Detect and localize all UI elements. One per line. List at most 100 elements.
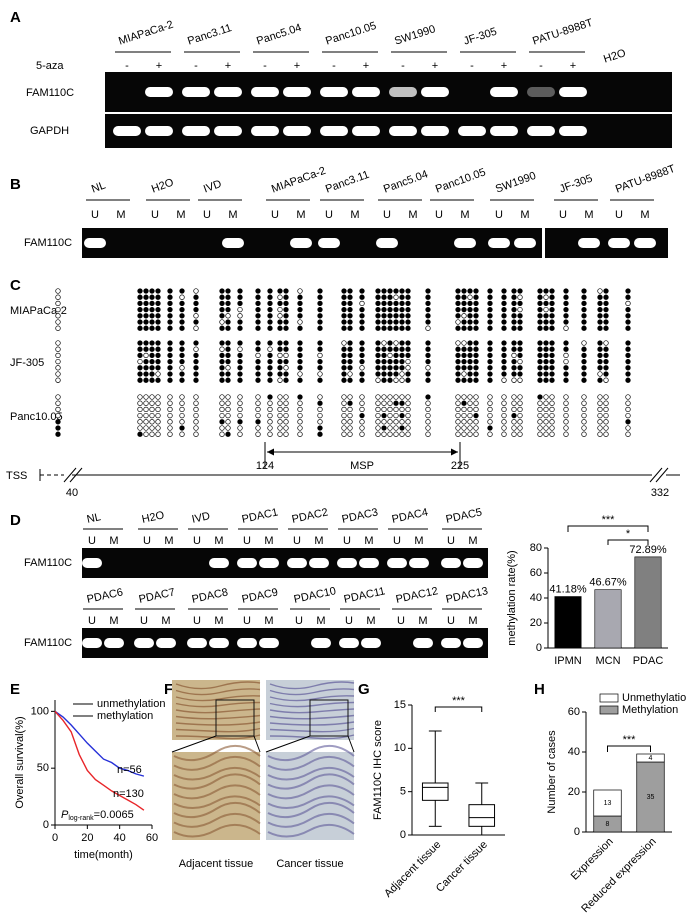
- treatment-mark: +: [570, 60, 576, 72]
- cpg-site: [581, 358, 587, 365]
- cpg-site: [167, 371, 173, 377]
- cpg-site: [317, 394, 323, 400]
- cpg-site: [563, 377, 569, 383]
- cpg-site: [487, 340, 493, 346]
- cpg-site: [347, 352, 353, 359]
- cpg-site: [473, 358, 479, 365]
- y-tick-label: 80: [530, 542, 542, 554]
- cpg-site: [317, 340, 323, 346]
- lane-label: M: [214, 615, 223, 627]
- bar: [554, 596, 582, 649]
- cpg-site: [237, 346, 243, 352]
- cpg-site: [597, 325, 603, 331]
- sample-label: NL: [86, 511, 102, 526]
- cpg-site: [455, 346, 461, 352]
- cpg-site: [563, 300, 569, 307]
- cpg-site: [473, 412, 479, 419]
- cpg-site: [347, 425, 353, 431]
- cpg-site: [467, 352, 473, 359]
- cpg-site: [149, 377, 155, 383]
- lane-label: U: [435, 209, 443, 221]
- cpg-site: [467, 325, 473, 331]
- lane-label: U: [203, 209, 211, 221]
- cpg-site: [549, 412, 555, 419]
- cpg-site: [603, 425, 609, 431]
- significance: *: [626, 528, 631, 540]
- cpg-site: [387, 346, 393, 352]
- cpg-site: [461, 294, 467, 300]
- cpg-site: [155, 325, 161, 331]
- gel-band: [82, 558, 102, 568]
- cpg-site: [283, 352, 289, 359]
- cpg-site: [581, 325, 587, 331]
- cpg-site: [467, 319, 473, 325]
- cpg-site: [317, 319, 323, 325]
- panel-label: D: [10, 512, 21, 529]
- cpg-site: [455, 406, 461, 413]
- cpg-site: [193, 325, 199, 331]
- cpg-site: [467, 377, 473, 383]
- cpg-site: [511, 306, 517, 313]
- gel-band: [209, 558, 229, 568]
- cpg-site: [597, 319, 603, 325]
- lane-label: M: [350, 209, 359, 221]
- cpg-site: [167, 394, 173, 400]
- cpg-site: [375, 431, 381, 437]
- cpg-site: [425, 325, 431, 331]
- cpg-site: [543, 306, 549, 313]
- cpg-site: [549, 400, 555, 406]
- cpg-site: [487, 377, 493, 383]
- cpg-site: [597, 352, 603, 359]
- cpg-site: [387, 340, 393, 346]
- cpg-site: [511, 419, 517, 425]
- x-axis-label: time(month): [74, 849, 133, 861]
- cpg-site: [155, 294, 161, 300]
- cpg-site: [193, 412, 199, 419]
- y-tick-label: 0: [43, 819, 49, 831]
- cpg-site: [461, 400, 467, 406]
- gel-band: [559, 87, 587, 97]
- cpg-site: [393, 431, 399, 437]
- cpg-site: [487, 294, 493, 300]
- cpg-site: [405, 313, 411, 319]
- cpg-site: [625, 400, 631, 406]
- cpg-site: [149, 352, 155, 359]
- cpg-site: [219, 419, 225, 425]
- cpg-site: [375, 394, 381, 400]
- cpg-site: [381, 358, 387, 365]
- cpg-site: [625, 325, 631, 331]
- y-tick-label: 60: [568, 706, 580, 718]
- cpg-site: [625, 313, 631, 319]
- cpg-site: [297, 425, 303, 431]
- gel-band: [413, 638, 433, 648]
- cpg-site: [225, 325, 231, 331]
- gel-band: [421, 126, 449, 136]
- cpg-site: [341, 425, 347, 431]
- cpg-site: [473, 300, 479, 307]
- gel-band: [387, 558, 407, 568]
- cpg-site: [603, 400, 609, 406]
- cpg-site: [137, 406, 143, 413]
- cpg-site: [179, 358, 185, 365]
- cpg-site: [193, 425, 199, 431]
- gel-band: [251, 126, 279, 136]
- cpg-site: [393, 419, 399, 425]
- cpg-site: [597, 346, 603, 352]
- cpg-site: [375, 340, 381, 346]
- cpg-site: [143, 412, 149, 419]
- gel-band: [145, 87, 173, 97]
- lane-label: M: [640, 209, 649, 221]
- bar-segment: [593, 789, 622, 817]
- cpg-site: [225, 346, 231, 352]
- cpg-site: [179, 394, 185, 400]
- cpg-site: [143, 346, 149, 352]
- cpg-site: [511, 431, 517, 437]
- lane-label: U: [88, 615, 96, 627]
- cpg-site: [603, 319, 609, 325]
- cpg-site: [237, 288, 243, 294]
- cpg-site: [387, 377, 393, 383]
- cpg-site: [461, 306, 467, 313]
- cpg-site: [237, 306, 243, 313]
- tissue-texture: [175, 688, 261, 696]
- cpg-site: [167, 300, 173, 307]
